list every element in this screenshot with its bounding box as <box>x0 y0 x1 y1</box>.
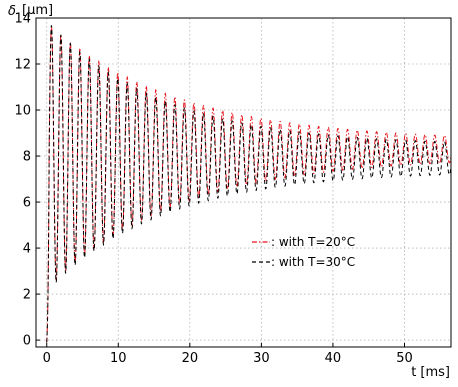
x-tick-label-1: 10 <box>110 351 127 366</box>
y-tick-label-3: 6 <box>23 196 31 211</box>
x-tick-label-5: 50 <box>396 351 413 366</box>
series-line-0 <box>46 26 452 343</box>
y-tick-label-0: 0 <box>23 334 31 349</box>
y-tick-label-4: 8 <box>23 150 31 165</box>
x-tick-label-4: 40 <box>325 351 342 366</box>
legend: : with T=20°C : with T=30°C <box>252 235 355 269</box>
y-axis-label-unit: [μm] <box>22 3 53 18</box>
y-axis-label-symbol: δ <box>8 4 16 19</box>
y-tick-label-1: 2 <box>23 288 31 303</box>
legend-label-1: : with T=30°C <box>271 255 355 269</box>
y-tick-label-5: 10 <box>14 104 31 119</box>
plot-frame <box>35 17 452 348</box>
x-tick-label-3: 30 <box>253 351 270 366</box>
x-tick-label-0: 0 <box>43 351 51 366</box>
y-tick-label-7: 14 <box>14 12 31 27</box>
x-axis-label: t [ms] <box>411 365 450 380</box>
x-tick-label-2: 20 <box>182 351 199 366</box>
y-tick-label-6: 12 <box>14 58 31 73</box>
axis-ticks: 0 10 20 30 40 50 0 2 4 6 8 10 12 14 <box>14 12 412 367</box>
series-line-1 <box>46 25 452 343</box>
legend-label-0: : with T=20°C <box>271 235 355 249</box>
series-lines <box>46 25 452 343</box>
grid-lines <box>36 17 451 347</box>
y-tick-label-2: 4 <box>23 242 31 257</box>
